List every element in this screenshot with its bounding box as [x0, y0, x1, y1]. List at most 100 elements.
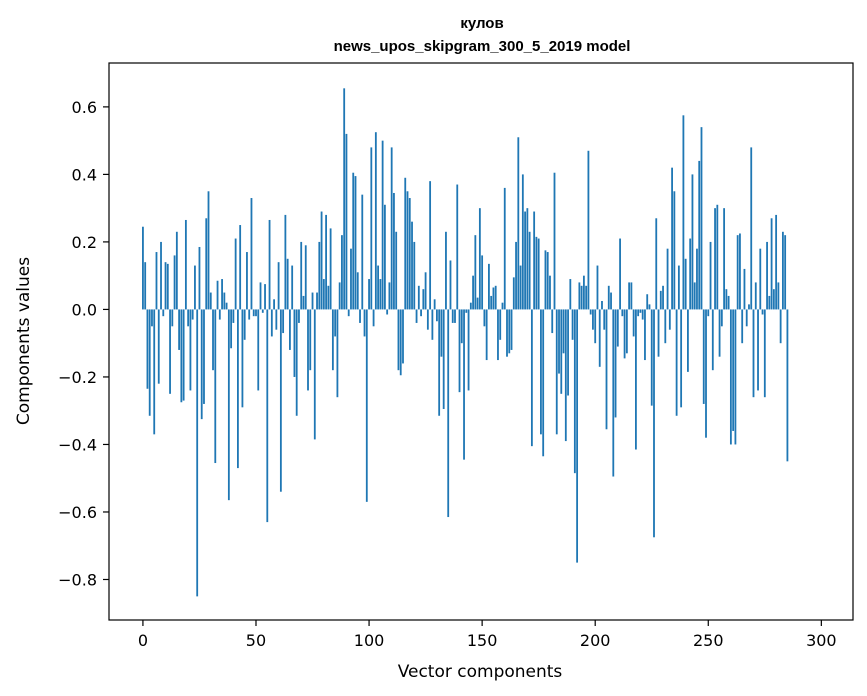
bar	[393, 192, 395, 310]
bar	[784, 235, 787, 310]
bar	[499, 309, 502, 340]
bar	[354, 176, 357, 310]
bar	[381, 140, 384, 310]
bar	[567, 309, 569, 396]
bar	[612, 309, 615, 477]
bar	[173, 255, 176, 310]
bar	[718, 309, 721, 357]
bar	[275, 309, 278, 330]
bar	[307, 309, 309, 391]
bar	[433, 299, 436, 310]
bar	[313, 309, 316, 440]
bar	[517, 137, 520, 310]
bar	[463, 309, 465, 460]
bar	[759, 248, 762, 310]
bar	[558, 309, 560, 374]
bar	[644, 309, 646, 361]
bar	[205, 218, 208, 310]
bar	[693, 282, 696, 310]
bar	[553, 172, 556, 310]
bar	[657, 309, 660, 357]
bar	[166, 263, 169, 310]
chart-title: кулов	[460, 15, 503, 32]
bar	[146, 309, 149, 389]
bar	[711, 309, 714, 371]
bar	[203, 309, 205, 404]
bar	[237, 309, 239, 469]
bar	[458, 309, 461, 393]
bar	[460, 309, 463, 344]
bar	[189, 309, 192, 391]
bar	[368, 279, 370, 310]
bar	[232, 309, 235, 323]
bar	[526, 208, 529, 310]
bar	[682, 115, 685, 310]
bar	[311, 292, 314, 310]
bar	[540, 309, 542, 435]
bar	[763, 309, 766, 398]
bar	[478, 208, 481, 310]
bar	[180, 309, 183, 403]
bar	[334, 309, 337, 337]
bar	[212, 309, 214, 371]
bar	[277, 262, 280, 310]
bar	[259, 282, 262, 310]
bar	[533, 211, 536, 310]
bar	[549, 275, 551, 310]
bar	[365, 309, 368, 502]
bar	[388, 282, 391, 310]
bar	[592, 309, 594, 330]
bar	[178, 309, 181, 350]
bar	[338, 282, 341, 310]
bar	[614, 309, 617, 418]
bar	[175, 231, 178, 310]
bar	[573, 309, 576, 474]
bar	[413, 241, 416, 310]
bar	[198, 246, 201, 310]
bar	[671, 167, 673, 310]
bar	[327, 285, 330, 310]
bar	[483, 309, 486, 327]
y-tick-label: −0.4	[58, 435, 97, 454]
bar	[700, 127, 703, 310]
bar	[331, 309, 334, 371]
bar	[399, 309, 402, 376]
bar	[411, 221, 413, 310]
bars-group	[142, 88, 789, 597]
bar	[216, 280, 219, 310]
bar	[745, 309, 748, 327]
bar	[279, 309, 282, 492]
bar	[510, 309, 513, 350]
bar	[770, 218, 773, 310]
x-tick-label: 100	[354, 631, 385, 650]
bar	[191, 309, 194, 320]
bar	[270, 309, 273, 337]
bar	[214, 309, 217, 464]
bar	[752, 309, 755, 398]
bar	[182, 309, 185, 401]
bar	[786, 309, 789, 462]
bar	[160, 241, 162, 310]
x-tick-label: 50	[246, 631, 266, 650]
bar	[221, 279, 223, 310]
bar	[530, 309, 533, 447]
x-tick-label: 150	[467, 631, 498, 650]
bar	[227, 309, 230, 501]
bar	[225, 302, 228, 310]
bar	[775, 214, 778, 310]
bar	[662, 285, 664, 310]
bar	[363, 309, 366, 337]
chart-subtitle: news_upos_skipgram_300_5_2019 model	[334, 38, 631, 55]
bar	[564, 309, 567, 442]
bar	[580, 285, 583, 310]
bar	[582, 275, 585, 310]
bar	[781, 231, 784, 310]
bar	[246, 252, 248, 310]
bar	[754, 282, 757, 310]
bar	[569, 279, 572, 310]
bar	[372, 309, 375, 327]
bar	[209, 292, 212, 310]
bar	[696, 248, 698, 310]
bar	[714, 208, 716, 310]
bar	[383, 204, 386, 310]
